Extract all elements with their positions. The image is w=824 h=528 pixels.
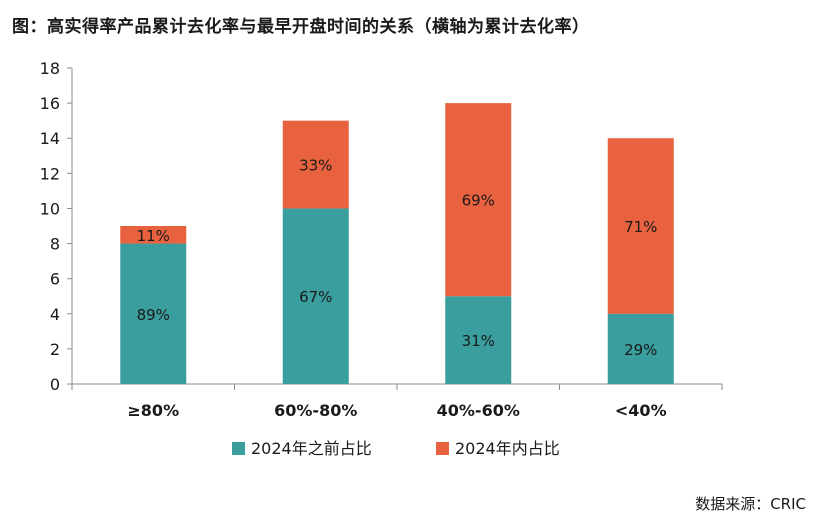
bar-segment-2	[607, 138, 674, 314]
x-tick-label: <40%	[615, 401, 667, 420]
data-label: 71%	[624, 218, 657, 236]
data-label: 33%	[299, 157, 332, 175]
data-source: 数据来源：CRIC	[695, 495, 806, 513]
bar-segment-1	[120, 243, 187, 384]
data-label: 69%	[462, 192, 495, 210]
data-label: 67%	[299, 288, 332, 306]
y-tick-label: 14	[40, 129, 60, 148]
data-label: 11%	[137, 227, 170, 245]
y-tick-label: 0	[50, 375, 60, 394]
y-tick-label: 10	[40, 199, 60, 218]
y-tick-label: 12	[40, 164, 60, 183]
legend-swatch-2	[436, 442, 449, 455]
y-tick-label: 16	[40, 94, 60, 113]
y-tick-label: 8	[50, 235, 60, 254]
x-tick-label: ≥80%	[127, 401, 179, 420]
legend-label-1: 2024年之前占比	[251, 439, 372, 458]
data-label: 89%	[137, 306, 170, 324]
y-tick-label: 18	[40, 59, 60, 78]
bar-segment-1	[282, 208, 349, 384]
legend-swatch-1	[232, 442, 245, 455]
bar-segment-1	[445, 296, 512, 384]
bar-segment-2	[120, 226, 187, 244]
data-label: 31%	[462, 332, 495, 350]
y-tick-label: 6	[50, 270, 60, 289]
y-tick-label: 2	[50, 340, 60, 359]
x-tick-label: 40%-60%	[437, 401, 520, 420]
x-tick-label: 60%-80%	[274, 401, 357, 420]
bar-segment-2	[445, 103, 512, 297]
bar-segment-1	[607, 313, 674, 384]
data-label: 29%	[624, 341, 657, 359]
bar-segment-2	[282, 120, 349, 209]
legend-label-2: 2024年内占比	[455, 439, 560, 458]
y-tick-label: 4	[50, 305, 60, 324]
chart-title: 图：高实得率产品累计去化率与最早开盘时间的关系（横轴为累计去化率）	[12, 17, 590, 37]
